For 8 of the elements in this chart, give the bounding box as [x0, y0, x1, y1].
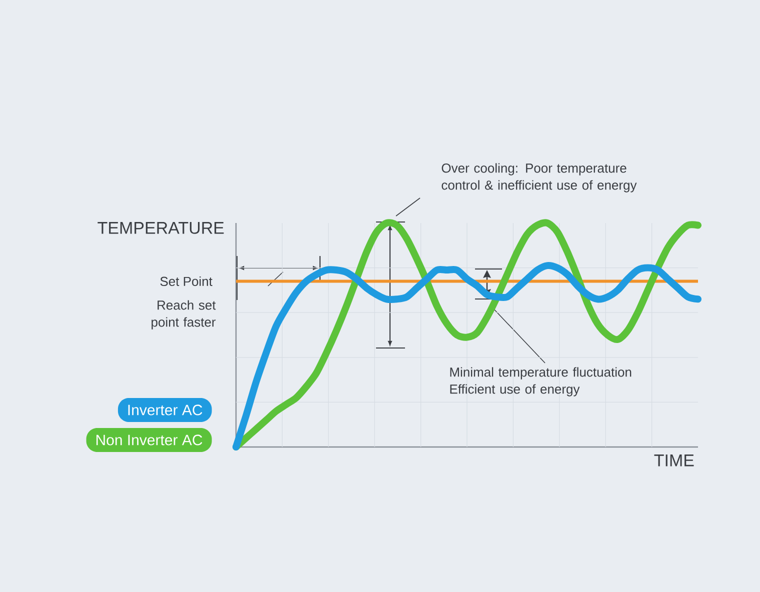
text: Reach set point faster: [152, 300, 216, 330]
text: Non Inverter AC: [96, 434, 202, 446]
text: Inverter AC: [128, 404, 202, 416]
annotation: Minimal temperature fluctuation Efficient use of energy: [450, 367, 632, 396]
y-axis-title: TEMPERATURE: [98, 222, 224, 234]
ref-line-label: Set Point: [160, 276, 212, 286]
text: Over cooling: Poor temperature control & inefficient use of energy: [442, 163, 637, 192]
x-axis-title: TIME: [654, 454, 694, 466]
